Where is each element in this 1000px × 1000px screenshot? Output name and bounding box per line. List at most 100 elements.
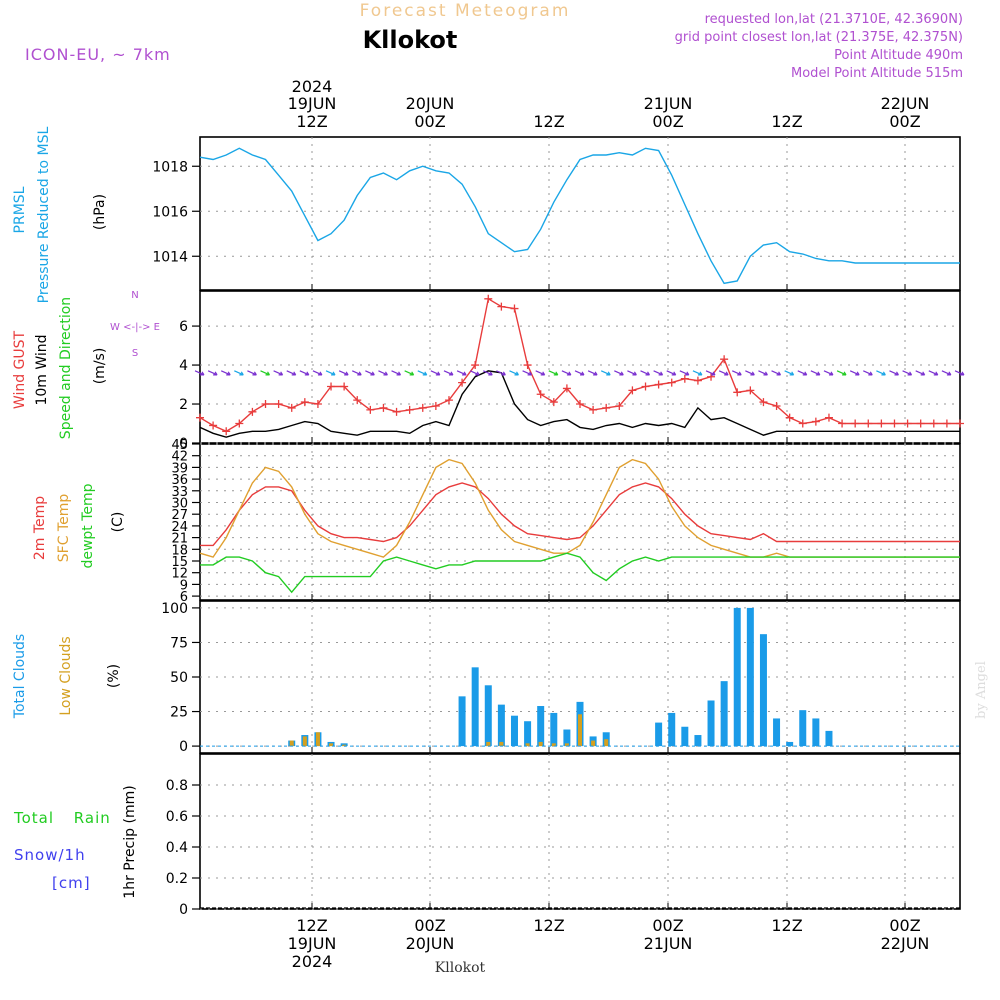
gust-marker <box>327 382 336 391</box>
y-tick-label: 30 <box>171 497 188 512</box>
bottom-time-label: 00Z <box>414 916 445 935</box>
bottom-time-label: 19JUN <box>288 934 337 953</box>
low-cloud-bar <box>604 739 609 747</box>
y-tick-label: 0.4 <box>166 840 188 856</box>
gust-marker <box>471 361 480 370</box>
low-cloud-bar <box>591 740 596 747</box>
wind-arrow <box>404 370 415 376</box>
gust-marker <box>235 419 244 428</box>
gust-marker <box>274 400 283 409</box>
y-tick-label: 0.2 <box>166 871 188 887</box>
gust-marker <box>196 413 204 422</box>
wind-arrow <box>351 370 362 376</box>
gust-marker <box>890 419 899 428</box>
gust-marker <box>313 400 322 409</box>
y-tick-label: 0 <box>179 436 188 452</box>
y-tick-label: 1016 <box>152 204 188 220</box>
y-tick-label: 0 <box>179 902 188 918</box>
gust-marker <box>602 403 611 412</box>
bottom-time-label: 12Z <box>533 916 564 935</box>
wind-arrow <box>745 370 755 376</box>
wind-arrow <box>391 370 402 376</box>
total-cloud-bar <box>497 704 505 747</box>
gust-marker <box>654 380 663 389</box>
y-tick-label: 25 <box>170 705 188 721</box>
total-cloud-bar <box>733 607 741 747</box>
total-cloud-label: Total Clouds <box>12 634 28 719</box>
wind-arrow <box>561 370 572 376</box>
wind-arrow <box>627 370 637 376</box>
top-time-label: 21JUN <box>644 94 693 113</box>
top-time-label: 22JUN <box>881 94 930 113</box>
total-cloud-bar <box>746 607 754 747</box>
y-tick-label: 75 <box>170 635 188 651</box>
gust-marker <box>824 413 833 422</box>
y-tick-label: 45 <box>171 438 188 453</box>
y-tick-label: 0.8 <box>166 778 188 794</box>
y-tick-label: 21 <box>171 532 188 547</box>
wind-arrow <box>941 370 952 376</box>
low-cloud-bar <box>499 741 504 747</box>
low-cloud-label: Low Clouds <box>58 636 74 715</box>
total-cloud-bar <box>720 681 728 747</box>
y-tick-label: 4 <box>179 358 188 374</box>
total-cloud-bar <box>458 696 466 747</box>
wind-arrow <box>483 370 493 376</box>
top-time-label: 20JUN <box>406 94 455 113</box>
panel-frame <box>199 290 961 444</box>
wind-arrow <box>207 370 218 376</box>
point-altitude: Point Altitude 490m <box>834 48 963 63</box>
wind-arrow <box>823 370 834 376</box>
wind-arrow <box>325 370 336 376</box>
bottom-time-label: 2024 <box>292 952 333 971</box>
wind-unit: (m/s) <box>92 348 108 385</box>
bottom-time-label: 12Z <box>771 916 802 935</box>
gust-marker <box>418 403 427 412</box>
wind-arrow <box>876 370 886 376</box>
gust-marker <box>693 376 702 385</box>
low-cloud-bar <box>538 741 543 747</box>
low-cloud-bar <box>525 743 530 747</box>
gust-marker <box>523 361 532 370</box>
gust-marker <box>497 302 506 311</box>
wind-arrow <box>758 370 768 376</box>
cm-label: [cm] <box>52 874 91 892</box>
wind-arrow <box>849 370 860 376</box>
y-tick-label: 18 <box>171 543 188 558</box>
wind-arrow <box>378 370 388 376</box>
wind-arrow <box>600 370 611 376</box>
total-cloud-bar <box>655 722 663 747</box>
gust-marker <box>353 396 362 405</box>
temp-labels: 2m Temp SFC Temp dewpt Temp (C) <box>32 483 126 568</box>
panel-frame <box>199 753 961 910</box>
low-cloud-bar <box>342 744 347 747</box>
top-time-label: 2024 <box>292 77 333 96</box>
low-cloud-bar <box>302 736 307 747</box>
y-tick-label: 1014 <box>152 249 188 265</box>
top-time-label: 00Z <box>414 112 445 131</box>
wind-arrow <box>705 370 716 376</box>
wind-arrow <box>509 370 519 376</box>
gust-marker <box>838 419 847 428</box>
cloud-labels: Total Clouds Low Clouds (%) <box>12 634 122 719</box>
gust-marker <box>720 355 729 364</box>
total-cloud-bar <box>471 667 479 747</box>
gust-marker <box>772 401 781 410</box>
low-cloud-bar <box>551 743 556 747</box>
gust-marker <box>759 398 768 407</box>
gust-marker <box>392 407 401 416</box>
total-cloud-bar <box>799 710 807 747</box>
gust-marker <box>261 400 270 409</box>
model-label: ICON-EU, ~ 7km <box>25 45 171 64</box>
precip-labels: Total Rain Snow/1h [cm] 1hr Precip (mm) <box>13 785 138 898</box>
wind-arrow <box>234 370 244 376</box>
wind-arrow <box>889 370 899 376</box>
wind-arrow <box>535 370 546 376</box>
wind-arrow <box>247 370 257 376</box>
y-tick-label: 33 <box>171 485 188 500</box>
gust-marker <box>431 401 440 410</box>
cloud-unit: (%) <box>106 664 122 688</box>
total-cloud-bar <box>550 712 558 747</box>
wind-labels: Wind GUST 10m Wind Speed and Direction (… <box>12 290 160 439</box>
